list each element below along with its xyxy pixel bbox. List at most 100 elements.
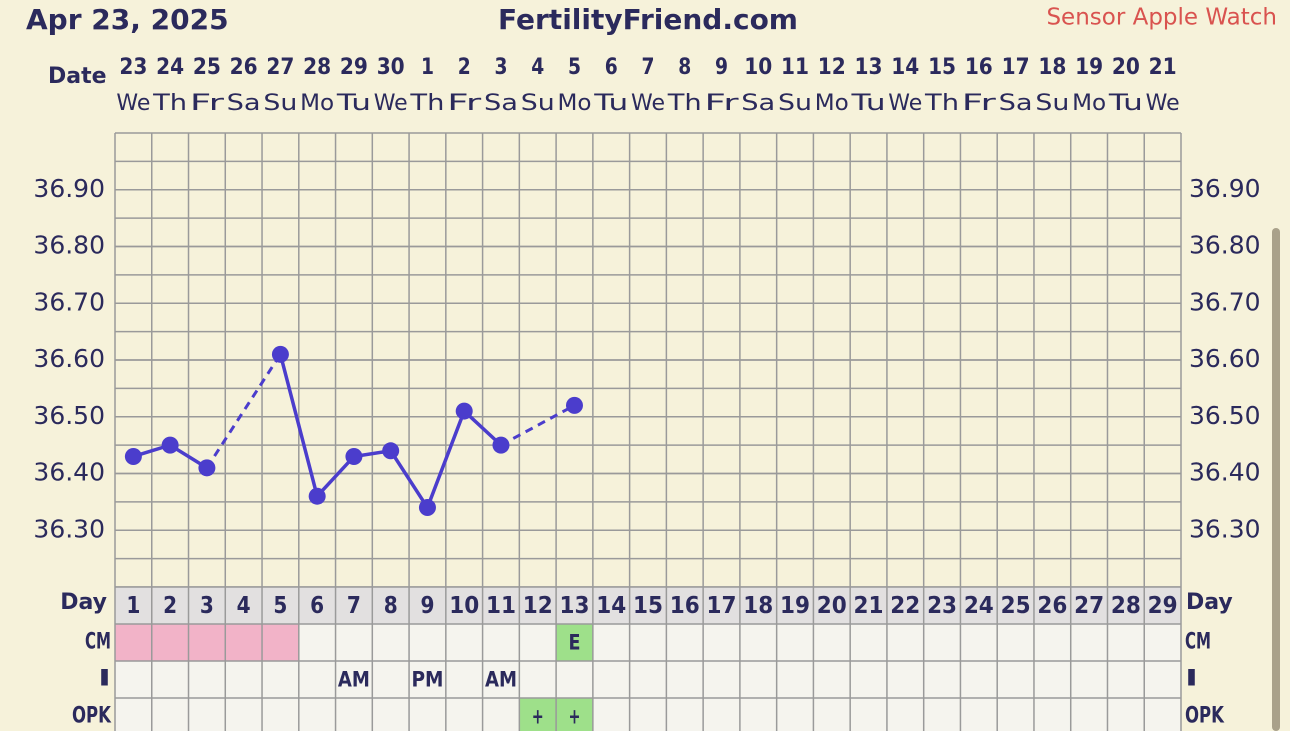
day-number: 21 <box>854 593 884 619</box>
day-number: 8 <box>384 593 398 619</box>
y-tick-label-right: 36.50 <box>1189 401 1261 430</box>
date-label: 8 <box>678 55 691 80</box>
date-label: 1 <box>421 55 434 80</box>
date-label: 26 <box>230 55 258 80</box>
day-number: 5 <box>273 593 287 619</box>
weekday-label: Th <box>667 91 702 116</box>
date-label: 15 <box>928 55 956 80</box>
sensor-label: Sensor Apple Watch <box>1046 5 1277 31</box>
weekday-label: Fr <box>962 91 998 116</box>
date-label: 25 <box>193 55 221 80</box>
day-number: 27 <box>1074 593 1104 619</box>
weekday-label: Sa <box>741 91 775 116</box>
day-number: 15 <box>633 593 663 619</box>
y-tick-label-right: 36.60 <box>1189 344 1261 373</box>
day-number: 20 <box>817 593 847 619</box>
row-cell-label: AM <box>338 668 370 692</box>
weekday-label: Sa <box>999 91 1033 116</box>
scrollbar <box>1272 228 1280 731</box>
date-label: 24 <box>156 55 184 80</box>
weekday-label: Mo <box>557 91 591 116</box>
y-tick-label-right: 36.40 <box>1189 458 1261 487</box>
day-label: Day <box>60 590 107 615</box>
day-number: 3 <box>200 593 214 619</box>
day-number: 12 <box>523 593 553 619</box>
day-number: 14 <box>596 593 626 619</box>
date-label: 6 <box>605 55 618 80</box>
row-label: CM <box>85 630 111 655</box>
date-label: 2 <box>458 55 471 80</box>
day-number: 18 <box>743 593 773 619</box>
weekday-label: Th <box>924 91 959 116</box>
day-number: 1 <box>126 593 140 619</box>
temp-point <box>124 447 142 465</box>
date-label: 4 <box>531 55 544 80</box>
day-number: 19 <box>780 593 810 619</box>
day-number: 13 <box>559 593 589 619</box>
weekday-label: Mo <box>815 91 849 116</box>
row-bg <box>115 698 1181 731</box>
date-label: 18 <box>1038 55 1066 80</box>
weekday-label: Mo <box>300 91 334 116</box>
temp-point <box>418 499 436 517</box>
y-tick-label-right: 36.80 <box>1189 231 1261 260</box>
day-number: 28 <box>1111 593 1141 619</box>
date-label: 9 <box>715 55 728 80</box>
day-number: 2 <box>163 593 177 619</box>
weekday-label: Th <box>409 91 444 116</box>
date-label: 11 <box>781 55 809 80</box>
y-tick-label-right: 36.70 <box>1189 287 1261 316</box>
weekday-label: Fr <box>705 91 741 116</box>
row-cell-label: + <box>532 705 544 729</box>
date-label: Date <box>48 64 107 89</box>
y-tick-label-right: 36.30 <box>1189 514 1261 543</box>
temp-point <box>271 345 289 363</box>
temp-point <box>308 487 326 505</box>
chart-title: FertilityFriend.com <box>498 3 798 36</box>
weekday-label: Th <box>152 91 187 116</box>
y-tick-label: 36.40 <box>33 458 105 487</box>
day-number: 26 <box>1037 593 1067 619</box>
date-label: 5 <box>568 55 581 80</box>
row-label-right: I <box>1185 667 1198 692</box>
date-label: 17 <box>1002 55 1030 80</box>
weekday-label: We <box>116 91 150 116</box>
row-cell-label: AM <box>485 668 517 692</box>
y-tick-label: 36.50 <box>33 401 105 430</box>
y-tick-label: 36.80 <box>33 231 105 260</box>
date-label: 30 <box>377 55 405 80</box>
temp-point <box>565 396 583 414</box>
date-label: 28 <box>303 55 331 80</box>
day-row <box>115 587 1181 624</box>
date-label: 3 <box>494 55 507 80</box>
day-number: 9 <box>420 593 434 619</box>
row-cell <box>519 698 557 731</box>
temp-point <box>345 447 363 465</box>
date-label: 19 <box>1075 55 1103 80</box>
weekday-label: Tu <box>593 91 628 116</box>
weekday-label: Su <box>521 91 555 116</box>
row-cell <box>225 624 263 661</box>
weekday-label: Su <box>1035 91 1069 116</box>
date-label: 16 <box>965 55 993 80</box>
day-number: 29 <box>1148 593 1178 619</box>
day-number: 4 <box>237 593 251 619</box>
temp-point <box>382 442 400 460</box>
date-label: 13 <box>855 55 883 80</box>
row-cell <box>556 698 593 731</box>
row-cell-label: E <box>568 631 580 655</box>
weekday-label: Su <box>263 91 297 116</box>
day-number: 17 <box>707 593 737 619</box>
temp-point <box>492 436 510 454</box>
y-tick-label: 36.90 <box>33 174 105 203</box>
weekday-label: We <box>631 91 665 116</box>
row-label-right: CM <box>1185 630 1211 655</box>
date-label: 12 <box>818 55 846 80</box>
row-cell <box>556 624 593 661</box>
day-number: 6 <box>310 593 324 619</box>
y-tick-label: 36.70 <box>33 287 105 316</box>
date-label: 27 <box>266 55 294 80</box>
date-label: 21 <box>1149 55 1177 80</box>
